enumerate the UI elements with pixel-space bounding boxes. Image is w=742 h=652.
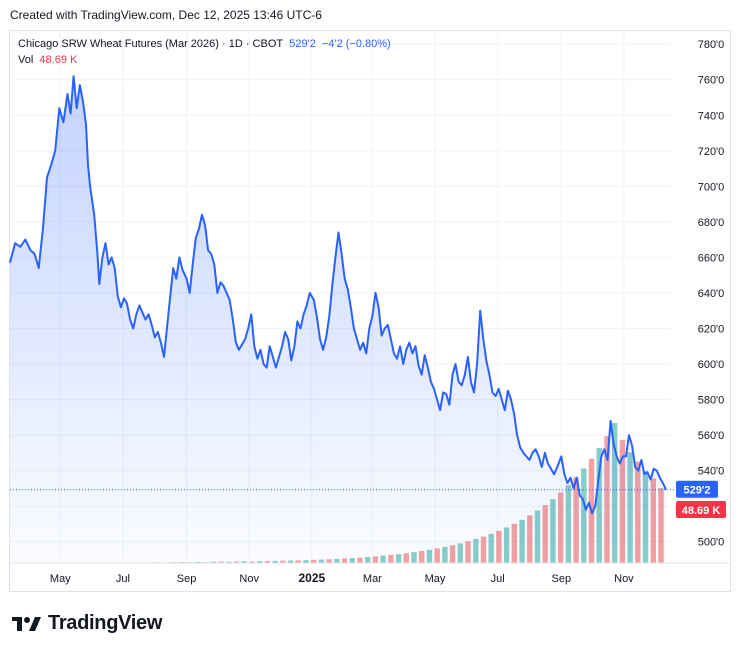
y-tick-label: 760'0 <box>698 75 725 87</box>
brand-name: TradingView <box>48 612 163 634</box>
x-axis[interactable]: May Jul Sep Nov 2025 Mar May Jul Sep Nov <box>9 562 731 585</box>
x-tick-label: Sep <box>177 573 197 585</box>
y-tick-label: 780'0 <box>698 39 725 51</box>
price-line <box>9 75 667 515</box>
y-tick-label: 660'0 <box>698 252 725 264</box>
legend-change: −4'2 (−0.80%) <box>321 38 391 50</box>
y-tick-label: 740'0 <box>698 110 725 122</box>
volume-badge: 48.69 K <box>676 501 726 518</box>
legend-vol-label[interactable]: Vol <box>18 54 34 66</box>
y-tick-label: 700'0 <box>698 181 725 193</box>
price-badge-text: 529'2 <box>683 485 710 497</box>
x-tick-label: May <box>425 573 446 585</box>
legend-row-symbol: Chicago SRW Wheat Futures (Mar 2026) · 1… <box>18 36 391 52</box>
chart-legend: Chicago SRW Wheat Futures (Mar 2026) · 1… <box>18 36 391 68</box>
y-tick-label: 620'0 <box>698 323 725 335</box>
legend-vol-value: 48.69 K <box>39 54 78 66</box>
x-tick-label: Mar <box>363 573 382 585</box>
y-tick-label: 680'0 <box>698 217 725 229</box>
legend-last-price: 529'2 <box>289 38 316 50</box>
y-tick-label: 600'0 <box>698 359 725 371</box>
created-caption: Created with TradingView.com, Dec 12, 20… <box>10 8 322 22</box>
y-tick-label: 560'0 <box>698 430 725 442</box>
x-tick-label: 2025 <box>298 571 325 585</box>
x-tick-label: Jul <box>116 573 130 585</box>
legend-row-volume: Vol 48.69 K <box>18 52 391 68</box>
x-tick-label: Sep <box>551 573 571 585</box>
legend-symbol[interactable]: Chicago SRW Wheat Futures (Mar 2026) · 1… <box>18 38 284 50</box>
y-tick-label: 580'0 <box>698 395 725 407</box>
price-badge: 529'2 <box>676 480 718 498</box>
chart-frame <box>9 30 731 592</box>
x-tick-label: Nov <box>614 573 634 585</box>
y-tick-label: 720'0 <box>698 146 725 158</box>
volume-badge-text: 48.69 K <box>682 505 721 517</box>
y-tick-label: 540'0 <box>698 466 725 478</box>
y-axis[interactable]: 500'0520'0540'0560'0580'0600'0620'0640'0… <box>698 39 725 548</box>
tradingview-logo-icon <box>12 616 41 631</box>
brand-logo[interactable]: TradingView <box>12 612 162 635</box>
y-tick-label: 500'0 <box>698 537 725 549</box>
price-area <box>10 76 666 563</box>
x-tick-label: May <box>50 573 71 585</box>
x-tick-label: Nov <box>239 573 259 585</box>
y-tick-label: 640'0 <box>698 288 725 300</box>
chart-svg[interactable]: 500'0520'0540'0560'0580'0600'0620'0640'0… <box>0 0 742 600</box>
x-tick-label: Jul <box>491 573 505 585</box>
